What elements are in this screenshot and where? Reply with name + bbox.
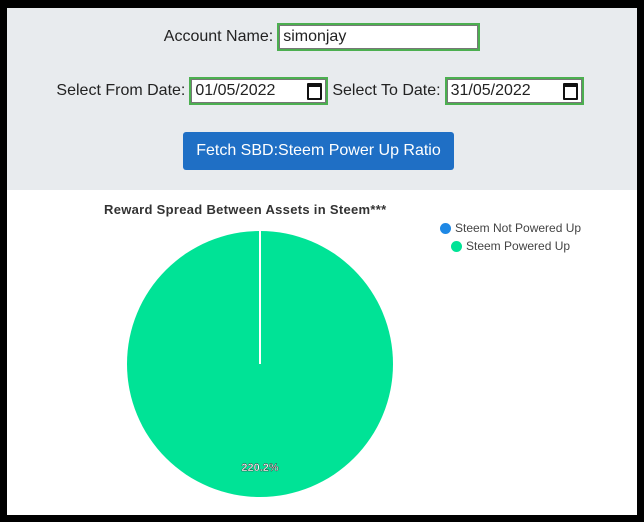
legend-marker [451,240,462,252]
to-date-label: Select To Date: [332,82,441,99]
from-date-value: 01/05/2022 [195,82,276,99]
from-date-input[interactable]: 01/05/2022 [189,77,329,105]
slice-data-label: 220.2% [241,462,279,474]
calendar-icon[interactable] [562,82,578,100]
from-date-label: Select From Date: [56,82,186,99]
legend-item[interactable]: Steem Not Powered Up [440,219,581,237]
to-date-value: 31/05/2022 [450,82,531,99]
page: Account Name: simonjay Select From Date:… [7,8,637,515]
legend-label: Steem Not Powered Up [455,221,582,235]
legend-item[interactable]: Steem Powered Up [451,237,581,255]
legend-label: Steem Powered Up [466,239,571,253]
account-name-input[interactable]: simonjay [277,23,481,51]
account-name-label: Account Name: [163,28,274,45]
legend-marker [440,222,451,234]
fetch-ratio-button[interactable]: Fetch SBD:Steem Power Up Ratio [183,132,454,170]
query-form: Account Name: simonjay Select From Date:… [7,8,637,190]
to-date-input[interactable]: 31/05/2022 [444,77,584,105]
calendar-icon[interactable] [307,82,323,100]
pie-chart: 220.2% [127,231,393,497]
chart-legend: Steem Not Powered Up Steem Powered Up [440,219,581,255]
account-name-value: simonjay [283,28,347,45]
chart-title: Reward Spread Between Assets in Steem*** [104,202,387,217]
